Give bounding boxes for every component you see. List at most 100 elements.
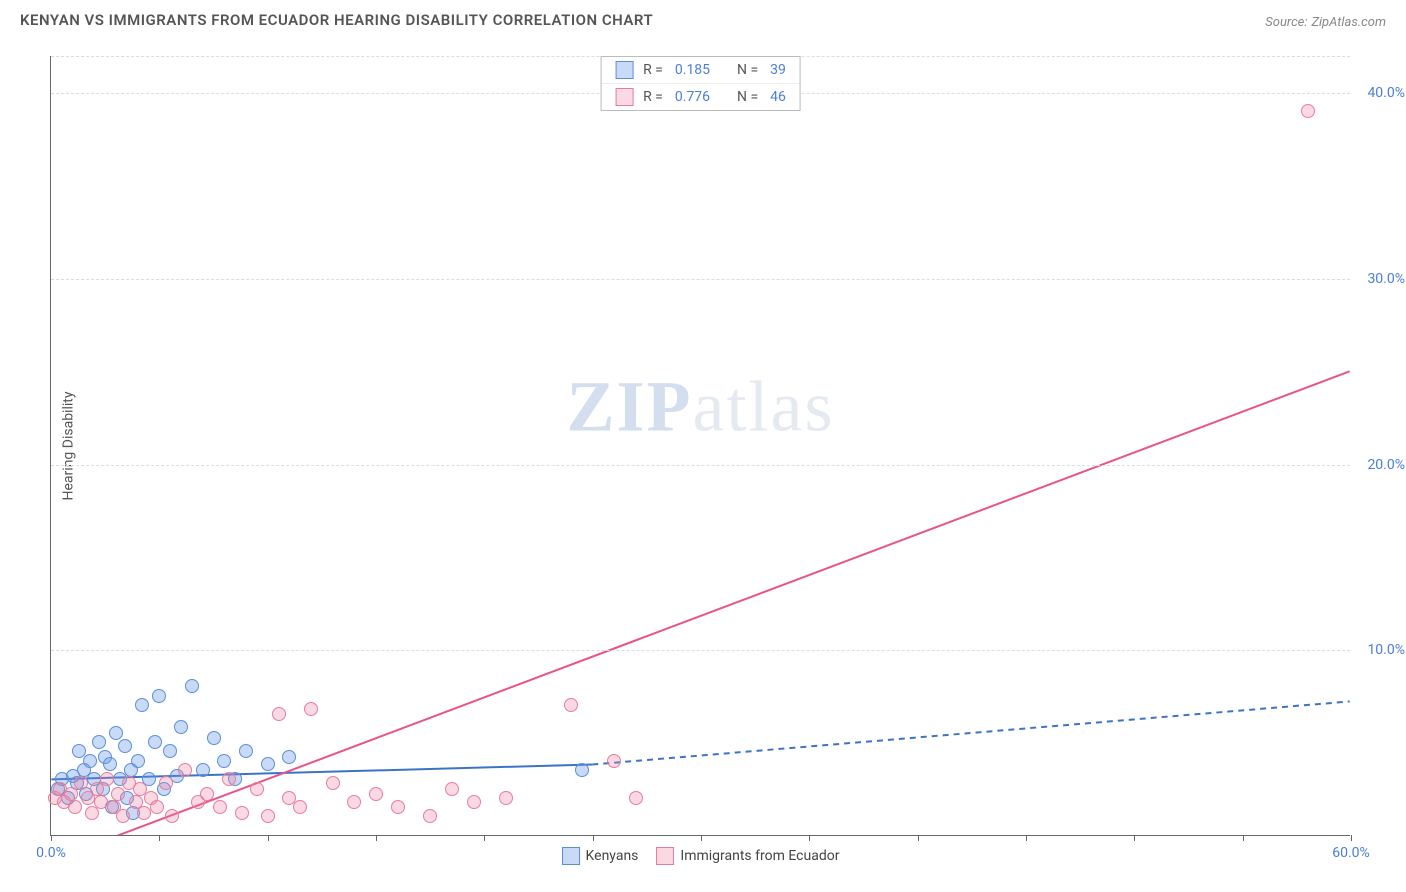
point-ecuador bbox=[445, 782, 459, 796]
x-tick bbox=[1243, 835, 1244, 841]
source-value: ZipAtlas.com bbox=[1311, 15, 1386, 30]
point-ecuador bbox=[235, 806, 249, 820]
gridline bbox=[51, 650, 1350, 651]
r-value: 0.185 bbox=[675, 62, 710, 78]
point-ecuador bbox=[137, 806, 151, 820]
point-kenyans bbox=[109, 726, 123, 740]
legend-item: Immigrants from Ecuador bbox=[656, 847, 839, 865]
legend-swatch bbox=[656, 847, 674, 865]
x-tick bbox=[268, 835, 269, 841]
point-ecuador bbox=[629, 791, 643, 805]
point-ecuador bbox=[293, 800, 307, 814]
y-tick-label: 40.0% bbox=[1367, 85, 1405, 101]
x-tick-label: 60.0% bbox=[1332, 845, 1370, 861]
point-ecuador bbox=[564, 698, 578, 712]
legend-item: Kenyans bbox=[562, 847, 639, 865]
y-tick-label: 30.0% bbox=[1367, 271, 1405, 287]
point-ecuador bbox=[74, 776, 88, 790]
point-ecuador bbox=[68, 800, 82, 814]
point-kenyans bbox=[196, 763, 210, 777]
x-tick bbox=[159, 835, 160, 841]
gridline bbox=[51, 465, 1350, 466]
x-tick bbox=[51, 835, 52, 841]
point-ecuador bbox=[347, 795, 361, 809]
point-ecuador bbox=[213, 800, 227, 814]
point-ecuador bbox=[499, 791, 513, 805]
point-ecuador bbox=[116, 809, 130, 823]
watermark: ZIPatlas bbox=[567, 365, 835, 448]
point-ecuador bbox=[159, 776, 173, 790]
point-kenyans bbox=[131, 754, 145, 768]
point-ecuador bbox=[100, 772, 114, 786]
point-ecuador bbox=[200, 787, 214, 801]
x-tick bbox=[809, 835, 810, 841]
scatter-plot: ZIPatlas R =0.185 N =39R =0.776 N =46 Ke… bbox=[50, 56, 1350, 836]
chart-title: KENYAN VS IMMIGRANTS FROM ECUADOR HEARIN… bbox=[20, 11, 653, 29]
point-ecuador bbox=[150, 800, 164, 814]
source: Source: ZipAtlas.com bbox=[1265, 11, 1386, 30]
x-tick bbox=[918, 835, 919, 841]
n-label: N = bbox=[737, 89, 758, 105]
x-tick bbox=[701, 835, 702, 841]
point-ecuador bbox=[423, 809, 437, 823]
n-value: 39 bbox=[770, 62, 786, 78]
legend-swatch bbox=[615, 88, 633, 106]
x-tick-label: 0.0% bbox=[36, 845, 66, 861]
point-kenyans bbox=[163, 744, 177, 758]
point-ecuador bbox=[1301, 104, 1315, 118]
point-kenyans bbox=[575, 763, 589, 777]
gridline bbox=[51, 279, 1350, 280]
x-tick bbox=[593, 835, 594, 841]
point-kenyans bbox=[207, 731, 221, 745]
point-kenyans bbox=[118, 739, 132, 753]
point-kenyans bbox=[83, 754, 97, 768]
legend-swatch bbox=[562, 847, 580, 865]
n-value: 46 bbox=[770, 89, 786, 105]
point-ecuador bbox=[304, 702, 318, 716]
legend-label: Immigrants from Ecuador bbox=[680, 848, 839, 864]
point-ecuador bbox=[391, 800, 405, 814]
point-kenyans bbox=[152, 689, 166, 703]
point-kenyans bbox=[239, 744, 253, 758]
legend-swatch bbox=[615, 61, 633, 79]
x-tick bbox=[484, 835, 485, 841]
point-ecuador bbox=[111, 787, 125, 801]
correlation-legend: R = 0.185 N = 39 R = 0.776 N = 46 bbox=[600, 56, 801, 111]
point-ecuador bbox=[94, 795, 108, 809]
y-tick-label: 10.0% bbox=[1367, 642, 1405, 658]
r-label: R = bbox=[643, 62, 663, 78]
point-ecuador bbox=[165, 809, 179, 823]
point-kenyans bbox=[174, 720, 188, 734]
point-ecuador bbox=[272, 707, 286, 721]
point-ecuador bbox=[326, 776, 340, 790]
watermark-rest: atlas bbox=[693, 366, 835, 446]
regression-lines bbox=[51, 56, 1350, 835]
point-ecuador bbox=[222, 772, 236, 786]
legend-label: Kenyans bbox=[586, 848, 639, 864]
point-ecuador bbox=[607, 754, 621, 768]
point-kenyans bbox=[282, 750, 296, 764]
point-kenyans bbox=[135, 698, 149, 712]
x-tick bbox=[1026, 835, 1027, 841]
point-ecuador bbox=[369, 787, 383, 801]
point-kenyans bbox=[261, 757, 275, 771]
correlation-row: R = 0.776 N = 46 bbox=[601, 83, 800, 110]
watermark-zip: ZIP bbox=[567, 366, 693, 446]
point-kenyans bbox=[148, 735, 162, 749]
point-kenyans bbox=[103, 757, 117, 771]
x-tick bbox=[1351, 835, 1352, 841]
point-ecuador bbox=[250, 782, 264, 796]
point-kenyans bbox=[217, 754, 231, 768]
n-label: N = bbox=[737, 62, 758, 78]
r-value: 0.776 bbox=[675, 89, 710, 105]
point-ecuador bbox=[467, 795, 481, 809]
series-legend: Kenyans Immigrants from Ecuador bbox=[562, 847, 840, 865]
correlation-row: R = 0.185 N = 39 bbox=[601, 57, 800, 83]
x-tick bbox=[1134, 835, 1135, 841]
point-ecuador bbox=[64, 787, 78, 801]
y-tick-label: 20.0% bbox=[1367, 457, 1405, 473]
point-kenyans bbox=[92, 735, 106, 749]
r-label: R = bbox=[643, 89, 663, 105]
source-label: Source: bbox=[1265, 15, 1307, 30]
point-kenyans bbox=[185, 679, 199, 693]
